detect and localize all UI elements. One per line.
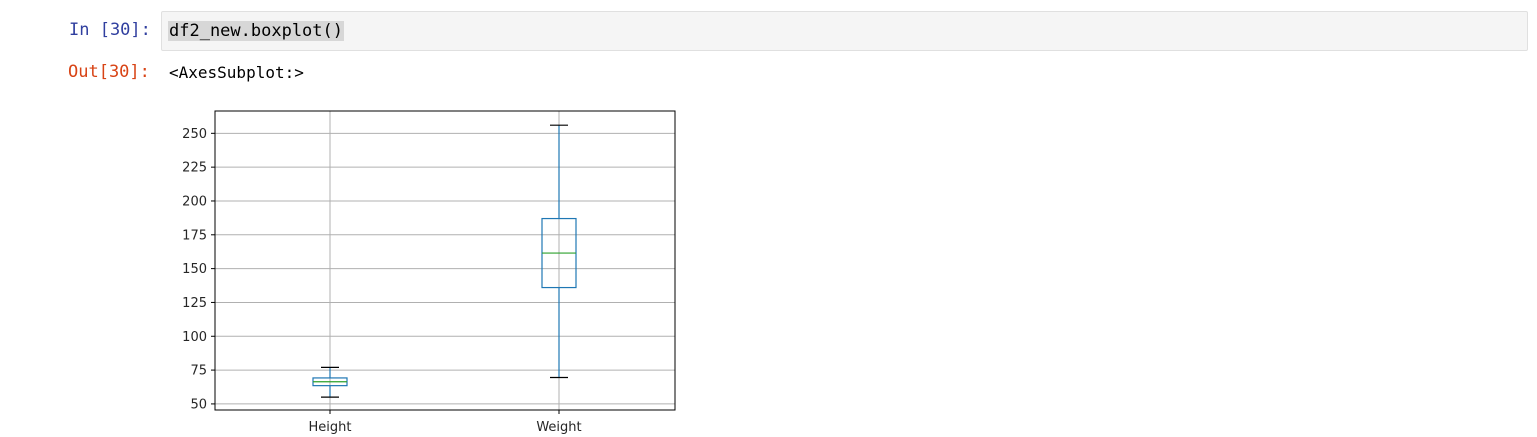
code-text[interactable]: df2_new.boxplot() [168,21,344,41]
y-tick-label: 250 [182,127,207,142]
axes: 50 75 100 125 150 175 200 225 250 Height Weight [182,110,676,435]
y-tick-label: 150 [182,262,207,277]
y-tick-label: 125 [182,296,207,311]
boxplot-chart: 50 75 100 125 150 175 200 225 250 Height Weight [182,110,676,435]
y-tick-label: 225 [182,161,207,176]
y-tick-label: 50 [190,397,207,412]
y-tick-label: 200 [182,194,207,209]
input-prompt: In [30]: [69,20,151,40]
box-elements [312,124,577,398]
plot-frame [214,110,676,411]
grid-lines [215,111,675,410]
output-text: <AxesSubplot:> [169,63,304,82]
y-tick-label: 175 [182,228,207,243]
y-tick-label: 75 [190,364,207,379]
output-prompt: Out[30]: [68,62,150,82]
code-input-cell[interactable]: df2_new.boxplot() [161,11,1528,51]
y-tick-label: 100 [182,330,207,345]
x-tick-label: Weight [536,420,581,435]
x-tick-label: Height [309,420,352,435]
